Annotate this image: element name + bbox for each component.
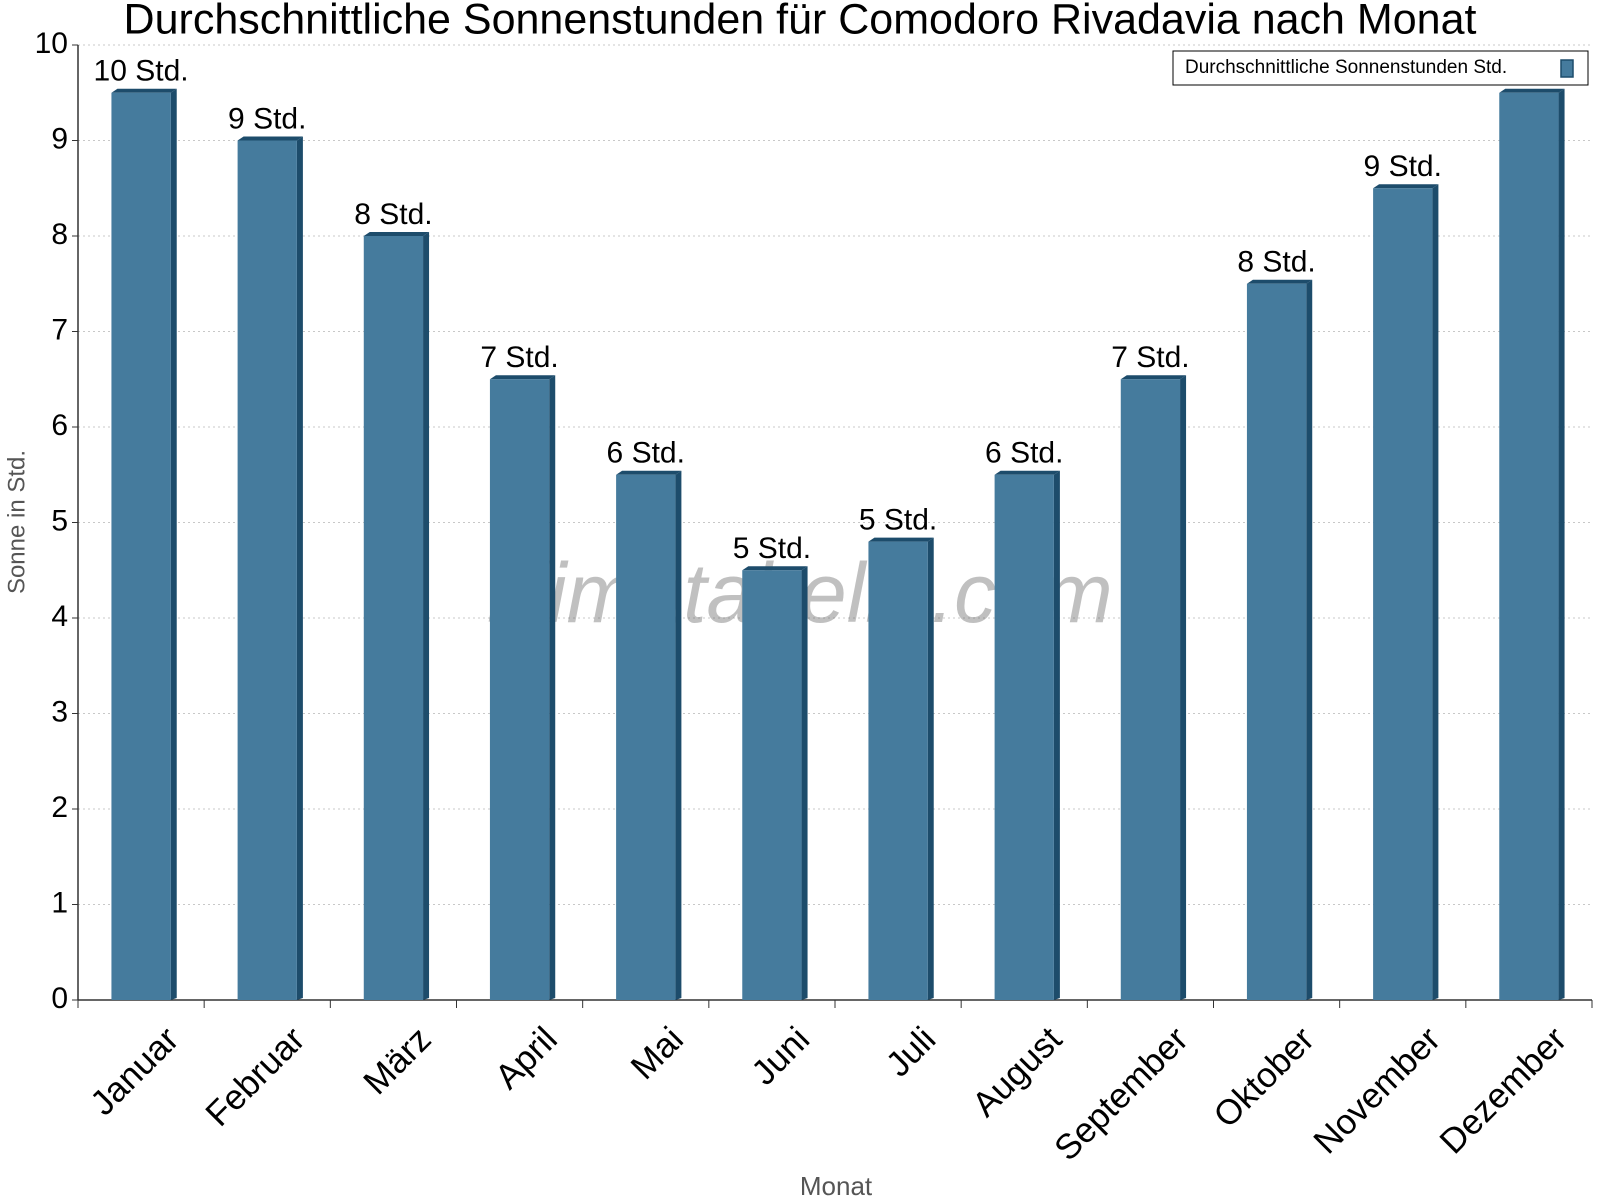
data-label: 7 Std.: [480, 341, 558, 374]
legend-swatch: [1560, 59, 1574, 78]
x-tick-label: Dezember: [1432, 1019, 1574, 1161]
bar: [1120, 379, 1181, 1000]
bar: [1499, 92, 1559, 1000]
legend-label: Durchschnittliche Sonnenstunden Std.: [1185, 57, 1507, 78]
y-tick-label: 10: [35, 27, 68, 60]
bar-top: [616, 470, 682, 475]
x-axis-label: Monat: [800, 1171, 873, 1200]
bar-top: [742, 566, 808, 571]
y-tick-label: 8: [51, 218, 68, 251]
bar-side: [675, 470, 682, 1000]
y-tick-label: 5: [51, 504, 68, 537]
bar-side: [927, 537, 934, 1000]
x-tick-label: Januar: [83, 1019, 186, 1122]
bar-top: [237, 136, 303, 141]
y-tick-label: 3: [51, 695, 68, 728]
bar: [363, 236, 424, 1000]
bar: [111, 92, 171, 1000]
data-label: 7 Std.: [1111, 341, 1189, 374]
x-tick-label: September: [1047, 1019, 1196, 1168]
y-tick-label: 2: [51, 791, 68, 824]
x-tick-label: Februar: [198, 1019, 312, 1133]
bar-top: [489, 375, 556, 380]
data-label: 8 Std.: [354, 198, 432, 231]
x-tick-label: Oktober: [1206, 1019, 1322, 1135]
y-tick-label: 6: [51, 409, 68, 442]
bar-top: [868, 537, 934, 542]
bar-top: [1499, 88, 1565, 93]
bar-side: [296, 136, 303, 1000]
bar: [1373, 188, 1433, 1000]
legend-box: [1172, 50, 1589, 86]
bar-side: [1053, 470, 1060, 1000]
y-tick-label: 0: [51, 982, 68, 1015]
y-tick-label: 7: [51, 313, 68, 346]
data-label: 9 Std.: [1364, 150, 1442, 183]
chart-title: Durchschnittliche Sonnenstunden für Como…: [124, 0, 1477, 43]
y-axis-label: Sonne in Std.: [3, 450, 30, 594]
bar-top: [994, 470, 1060, 475]
data-label: 5 Std.: [733, 532, 811, 565]
bar: [616, 474, 676, 1000]
y-tick-label: 1: [51, 886, 68, 919]
legend: Durchschnittliche Sonnenstunden Std.: [1172, 50, 1589, 86]
data-label: 6 Std.: [607, 437, 685, 470]
bar: [742, 570, 802, 1000]
x-tick-label: April: [488, 1020, 565, 1097]
data-label: 9 Std.: [228, 102, 306, 135]
x-tick-label: März: [356, 1020, 439, 1103]
bar-side: [1558, 88, 1565, 1000]
x-tick-label: November: [1306, 1019, 1448, 1161]
bar-side: [1180, 375, 1187, 1000]
bar-side: [423, 232, 430, 1000]
data-label: 8 Std.: [1237, 246, 1315, 279]
bar: [489, 379, 550, 1000]
data-label: 10 Std.: [94, 55, 189, 88]
x-tick-label: August: [965, 1019, 1070, 1124]
bar-side: [801, 566, 808, 1000]
bar: [868, 541, 928, 1000]
y-tick-label: 9: [51, 122, 68, 155]
x-tick-label: Mai: [623, 1020, 690, 1087]
bar-top: [1373, 184, 1439, 189]
bar-top: [363, 232, 430, 236]
y-tick-label: 4: [51, 600, 68, 633]
x-tick-label: Juni: [744, 1020, 817, 1093]
bar: [1246, 283, 1307, 1000]
bar-top: [111, 88, 177, 93]
bar-side: [1432, 184, 1439, 1000]
bar-side: [170, 88, 177, 1000]
bar-top: [1120, 375, 1187, 380]
bar: [994, 474, 1054, 1000]
bar-side: [1306, 279, 1313, 1000]
data-label: 5 Std.: [859, 504, 937, 537]
bar-top: [1246, 279, 1313, 284]
x-tick-label: Juli: [879, 1020, 944, 1085]
data-label: 6 Std.: [985, 437, 1063, 470]
bar-side: [549, 375, 556, 1000]
bar: [237, 140, 297, 1000]
